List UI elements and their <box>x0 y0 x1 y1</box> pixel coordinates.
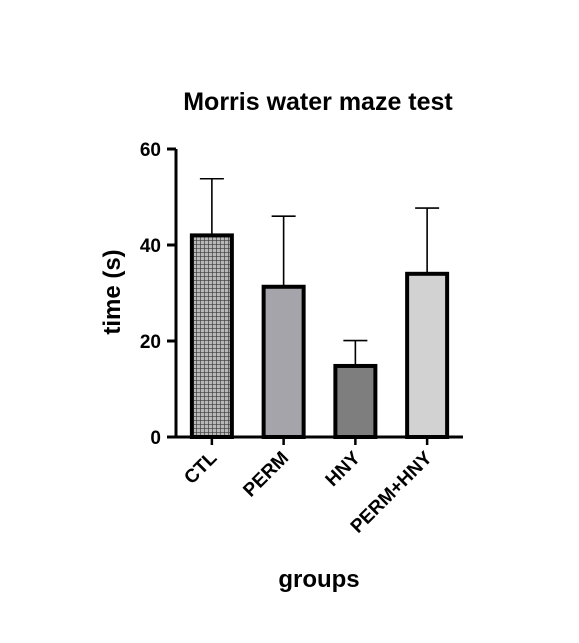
x-tick-label: HNY <box>322 447 365 490</box>
bar <box>333 363 378 439</box>
y-tick-label: 40 <box>140 236 161 257</box>
bar <box>405 271 450 439</box>
x-tick-label: CTL <box>180 447 221 488</box>
y-tick-label: 0 <box>150 428 161 449</box>
y-tick-label: 20 <box>140 332 161 353</box>
y-axis-label: time (s) <box>99 249 126 334</box>
x-tick-label: PERM <box>239 448 293 502</box>
chart-title: Morris water maze test <box>183 88 453 116</box>
bar <box>261 284 306 440</box>
bar <box>189 233 234 439</box>
x-axis-label: groups <box>278 566 359 593</box>
y-tick-label: 60 <box>140 140 161 161</box>
